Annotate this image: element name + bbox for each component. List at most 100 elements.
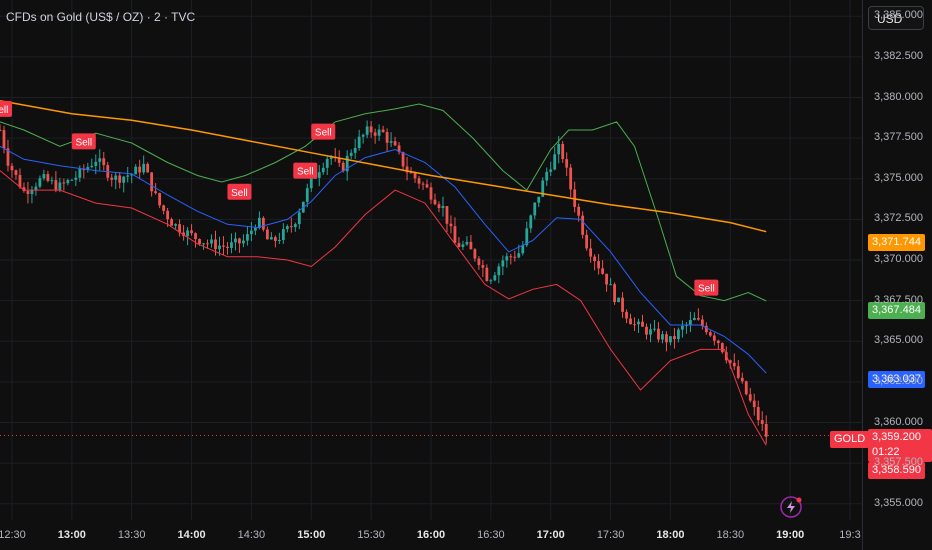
candle-body xyxy=(146,163,150,173)
candle-body xyxy=(126,175,130,177)
candle-body xyxy=(22,187,26,192)
candle-body xyxy=(285,226,289,230)
x-tick-label: 17:00 xyxy=(536,529,565,541)
candle-body xyxy=(393,141,397,146)
candle-body xyxy=(645,326,648,335)
mid-band-price-label: 3,363.037 xyxy=(868,371,925,388)
candle-body xyxy=(18,174,22,188)
candle-body xyxy=(258,217,261,228)
candle-body xyxy=(621,297,624,312)
candle-body xyxy=(728,360,732,363)
candle-body xyxy=(34,186,38,191)
candle-body xyxy=(689,319,692,325)
x-tick-label: 13:30 xyxy=(117,529,146,541)
candle-body xyxy=(481,265,485,268)
candle-body xyxy=(457,242,461,247)
x-tick-label: 12:30 xyxy=(0,529,26,541)
candle-body xyxy=(26,191,30,194)
candle-body xyxy=(593,256,597,262)
x-tick-label: 19:3 xyxy=(839,529,861,541)
candle-body xyxy=(2,130,6,149)
candle-body xyxy=(142,163,146,173)
candle-body xyxy=(397,145,401,153)
candle-body xyxy=(198,239,201,244)
candle-body xyxy=(521,245,525,254)
sell-signal-box xyxy=(694,279,719,296)
price-axis[interactable] xyxy=(862,0,932,550)
candle-body xyxy=(377,129,381,136)
series-line-upper-band xyxy=(0,103,767,302)
candle-body xyxy=(158,193,162,206)
candle-body xyxy=(289,226,293,228)
candle-body xyxy=(317,172,321,178)
candle-body xyxy=(70,179,74,181)
y-tick-label: 3,372.500 xyxy=(874,212,923,225)
x-tick-label: 14:00 xyxy=(177,529,206,541)
x-tick-label: 18:30 xyxy=(716,529,745,541)
candle-body xyxy=(716,340,720,344)
candle-body xyxy=(677,329,680,340)
chart-title: CFDs on Gold (US$ / OZ) · 2 · TVC xyxy=(6,10,196,24)
candle-body xyxy=(696,318,700,320)
candle-body xyxy=(441,206,445,208)
x-tick-label: 18:00 xyxy=(656,529,685,541)
candle-body xyxy=(417,178,421,184)
sell-signal-box xyxy=(311,123,336,140)
candle-body xyxy=(345,155,349,172)
x-tick-label: 16:30 xyxy=(477,529,505,541)
candle-body xyxy=(162,205,166,211)
sell-signal-label: Sell xyxy=(297,167,314,178)
candle-body xyxy=(669,336,672,343)
candle-body xyxy=(601,268,604,274)
candle-body xyxy=(78,168,82,178)
sell-signal-label: Sell xyxy=(698,284,715,295)
candle-body xyxy=(537,196,541,203)
candle-body xyxy=(673,336,676,340)
candle-body xyxy=(485,267,489,281)
candle-body xyxy=(349,152,353,156)
candle-body xyxy=(577,206,581,216)
candle-body xyxy=(585,234,589,249)
x-tick-label: 16:00 xyxy=(416,529,446,541)
x-tick-label: 13:00 xyxy=(57,529,86,541)
price-chart[interactable]: Sell Sell Sell Sell Sell Sell xyxy=(0,0,862,520)
candle-body xyxy=(230,242,233,248)
candle-body xyxy=(14,170,18,175)
x-tick-label: 14:30 xyxy=(237,529,266,541)
y-tick-label: 3,360.000 xyxy=(874,415,923,428)
candle-body xyxy=(281,229,285,241)
candle-body xyxy=(493,275,497,281)
candle-body xyxy=(649,329,652,335)
candle-body xyxy=(238,238,241,244)
candle-body xyxy=(206,243,209,245)
x-tick-label: 15:00 xyxy=(297,529,326,541)
candle-body xyxy=(704,325,708,333)
y-tick-label: 3,355.000 xyxy=(874,496,923,509)
candle-body xyxy=(110,177,114,180)
sell-signal-badge: Sell xyxy=(227,183,252,200)
candle-body xyxy=(764,423,768,437)
sell-signal-label: Sell xyxy=(315,128,332,139)
candle-body xyxy=(509,256,513,258)
candle-body xyxy=(461,244,465,247)
candle-body xyxy=(465,241,469,245)
lightning-icon[interactable] xyxy=(780,496,804,520)
candle-body xyxy=(10,165,14,171)
candle-body xyxy=(130,174,134,176)
candle-body xyxy=(305,188,309,202)
candle-body xyxy=(186,230,189,237)
candle-body xyxy=(6,148,10,166)
x-tick-label: 17:30 xyxy=(596,529,625,541)
candle-body xyxy=(373,132,377,136)
candle-body xyxy=(752,400,756,408)
candle-body xyxy=(50,180,54,182)
currency-button[interactable]: USD xyxy=(868,6,924,30)
symbol-label: GOLD xyxy=(830,431,870,448)
candle-body xyxy=(369,126,373,133)
sell-signal-box xyxy=(293,162,318,179)
candle-body xyxy=(473,249,477,259)
candle-body xyxy=(497,266,501,276)
sell-signal-box xyxy=(0,100,12,117)
candle-body xyxy=(42,174,46,179)
candle-body xyxy=(46,174,50,181)
